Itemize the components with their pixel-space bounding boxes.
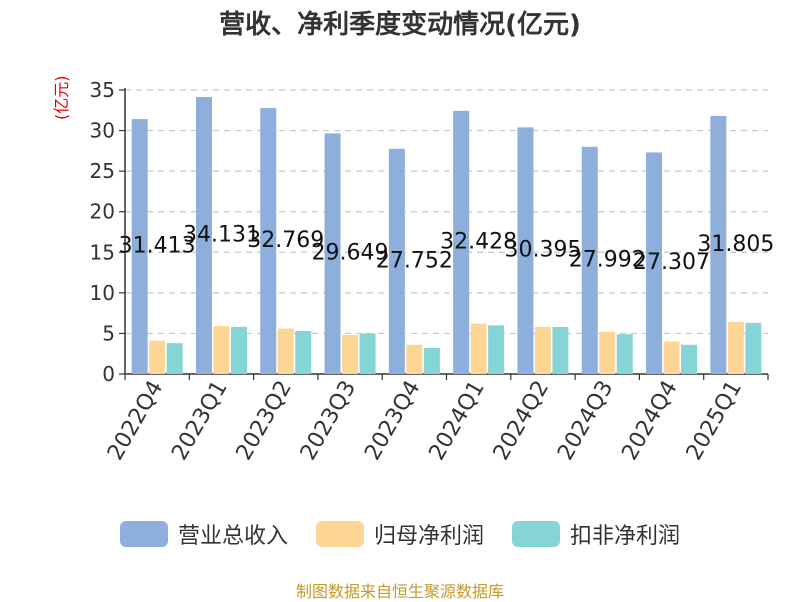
data-label: 34.131 bbox=[183, 223, 260, 248]
x-tick-label: 2022Q4 bbox=[103, 377, 168, 465]
data-label: 31.805 bbox=[697, 232, 774, 257]
x-tick-label: 2023Q3 bbox=[296, 377, 361, 465]
y-tick-label: 30 bbox=[90, 119, 115, 143]
bar-revenue bbox=[260, 108, 277, 375]
y-tick-label: 10 bbox=[90, 281, 115, 305]
y-tick-label: 20 bbox=[90, 200, 115, 224]
data-label: 27.992 bbox=[569, 247, 646, 272]
legend-item-revenue[interactable]: 营业总收入 bbox=[119, 518, 288, 550]
x-tick-label: 2024Q3 bbox=[553, 377, 618, 465]
y-tick-label: 15 bbox=[90, 240, 115, 264]
bar-revenue bbox=[710, 115, 727, 374]
bar-revenue bbox=[324, 133, 341, 374]
x-tick-label: 2025Q1 bbox=[682, 377, 747, 465]
bar-revenue bbox=[131, 119, 148, 374]
bar-deducted-profit bbox=[616, 334, 633, 374]
bar-net-profit bbox=[534, 326, 551, 374]
data-label: 27.307 bbox=[633, 250, 710, 275]
x-tick-label: 2024Q2 bbox=[489, 377, 554, 465]
y-tick-label: 5 bbox=[102, 321, 115, 345]
y-tick-label: 35 bbox=[90, 78, 115, 102]
bar-deducted-profit bbox=[230, 326, 247, 374]
x-tick-label: 2023Q1 bbox=[167, 377, 232, 465]
x-tick-label: 2024Q1 bbox=[425, 377, 490, 465]
legend-item-net-profit[interactable]: 归母净利润 bbox=[315, 518, 484, 550]
bar-revenue bbox=[646, 152, 663, 374]
bar-net-profit bbox=[342, 335, 359, 374]
bar-deducted-profit bbox=[166, 343, 183, 374]
data-label: 31.413 bbox=[119, 234, 196, 259]
legend-swatch-revenue bbox=[119, 521, 168, 547]
bar-net-profit bbox=[727, 322, 744, 374]
bar-net-profit bbox=[277, 328, 294, 374]
y-tick-label: 25 bbox=[90, 159, 115, 183]
data-label: 27.752 bbox=[376, 248, 453, 273]
bar-deducted-profit bbox=[488, 325, 505, 374]
bar-revenue bbox=[581, 146, 598, 374]
data-source-note: 制图数据来自恒生聚源数据库 bbox=[295, 582, 504, 601]
bar-net-profit bbox=[599, 331, 616, 374]
bar-revenue bbox=[388, 148, 405, 374]
legend: 营业总收入 归母净利润 扣非净利润 bbox=[0, 518, 800, 550]
data-label: 29.649 bbox=[312, 241, 389, 266]
legend-swatch-deducted-profit bbox=[512, 521, 560, 547]
legend-label-revenue: 营业总收入 bbox=[177, 524, 288, 549]
bar-deducted-profit bbox=[681, 344, 698, 374]
bar-deducted-profit bbox=[423, 348, 440, 374]
bar-revenue bbox=[517, 127, 534, 374]
chart-title: 营收、净利季度变动情况(亿元) bbox=[219, 10, 581, 40]
legend-swatch-net-profit bbox=[315, 521, 364, 547]
bar-deducted-profit bbox=[359, 333, 376, 374]
x-tick-label: 2024Q4 bbox=[617, 377, 682, 465]
bar-net-profit bbox=[149, 340, 166, 374]
legend-label-net-profit: 归母净利润 bbox=[373, 524, 484, 549]
data-label: 32.769 bbox=[247, 228, 324, 253]
data-label: 32.428 bbox=[440, 229, 517, 254]
bar-net-profit bbox=[213, 326, 230, 374]
legend-item-deducted-profit[interactable]: 扣非净利润 bbox=[512, 518, 680, 550]
bar-revenue bbox=[195, 97, 212, 374]
bar-net-profit bbox=[406, 344, 423, 374]
y-tick-label: 0 bbox=[102, 362, 115, 386]
bar-net-profit bbox=[470, 323, 487, 374]
bar-revenue bbox=[453, 110, 470, 375]
bar-deducted-profit bbox=[745, 322, 762, 374]
x-tick-label: 2023Q4 bbox=[360, 377, 425, 465]
x-tick-label: 2023Q2 bbox=[232, 377, 297, 465]
bar-deducted-profit bbox=[552, 326, 569, 374]
bar-deducted-profit bbox=[295, 330, 312, 374]
bar-net-profit bbox=[663, 341, 680, 374]
data-label: 30.395 bbox=[504, 238, 581, 263]
legend-label-deducted-profit: 扣非净利润 bbox=[570, 524, 681, 549]
